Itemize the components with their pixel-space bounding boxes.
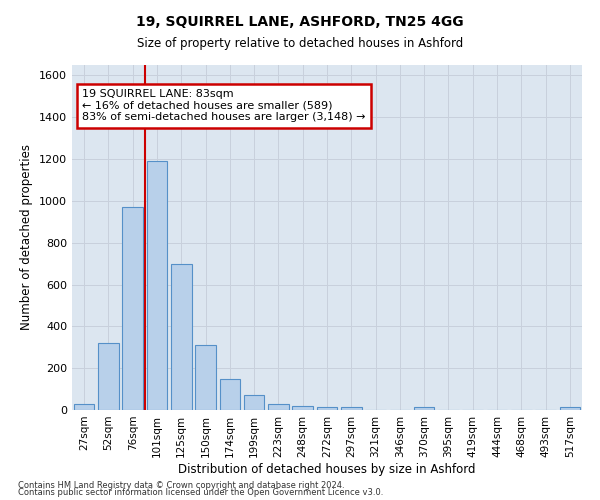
Text: Size of property relative to detached houses in Ashford: Size of property relative to detached ho… (137, 38, 463, 51)
Bar (292, 406, 313, 410)
Bar (560, 408, 580, 410)
Bar (74, 404, 94, 410)
Text: 19 SQUIRREL LANE: 83sqm
← 16% of detached houses are smaller (589)
83% of semi-d: 19 SQUIRREL LANE: 83sqm ← 16% of detache… (82, 89, 366, 122)
Bar (244, 396, 265, 410)
Bar (171, 264, 191, 410)
Text: Contains public sector information licensed under the Open Government Licence v3: Contains public sector information licen… (18, 488, 383, 497)
Text: Contains HM Land Registry data © Crown copyright and database right 2024.: Contains HM Land Registry data © Crown c… (18, 480, 344, 490)
Bar (341, 407, 362, 410)
Bar (195, 345, 216, 410)
Bar (146, 161, 167, 410)
Bar (220, 378, 240, 410)
X-axis label: Distribution of detached houses by size in Ashford: Distribution of detached houses by size … (178, 462, 476, 475)
Bar (414, 408, 434, 410)
Bar (98, 343, 119, 410)
Bar (268, 404, 289, 410)
Bar (122, 207, 143, 410)
Y-axis label: Number of detached properties: Number of detached properties (20, 144, 34, 330)
Bar (317, 407, 337, 410)
Text: 19, SQUIRREL LANE, ASHFORD, TN25 4GG: 19, SQUIRREL LANE, ASHFORD, TN25 4GG (136, 15, 464, 29)
